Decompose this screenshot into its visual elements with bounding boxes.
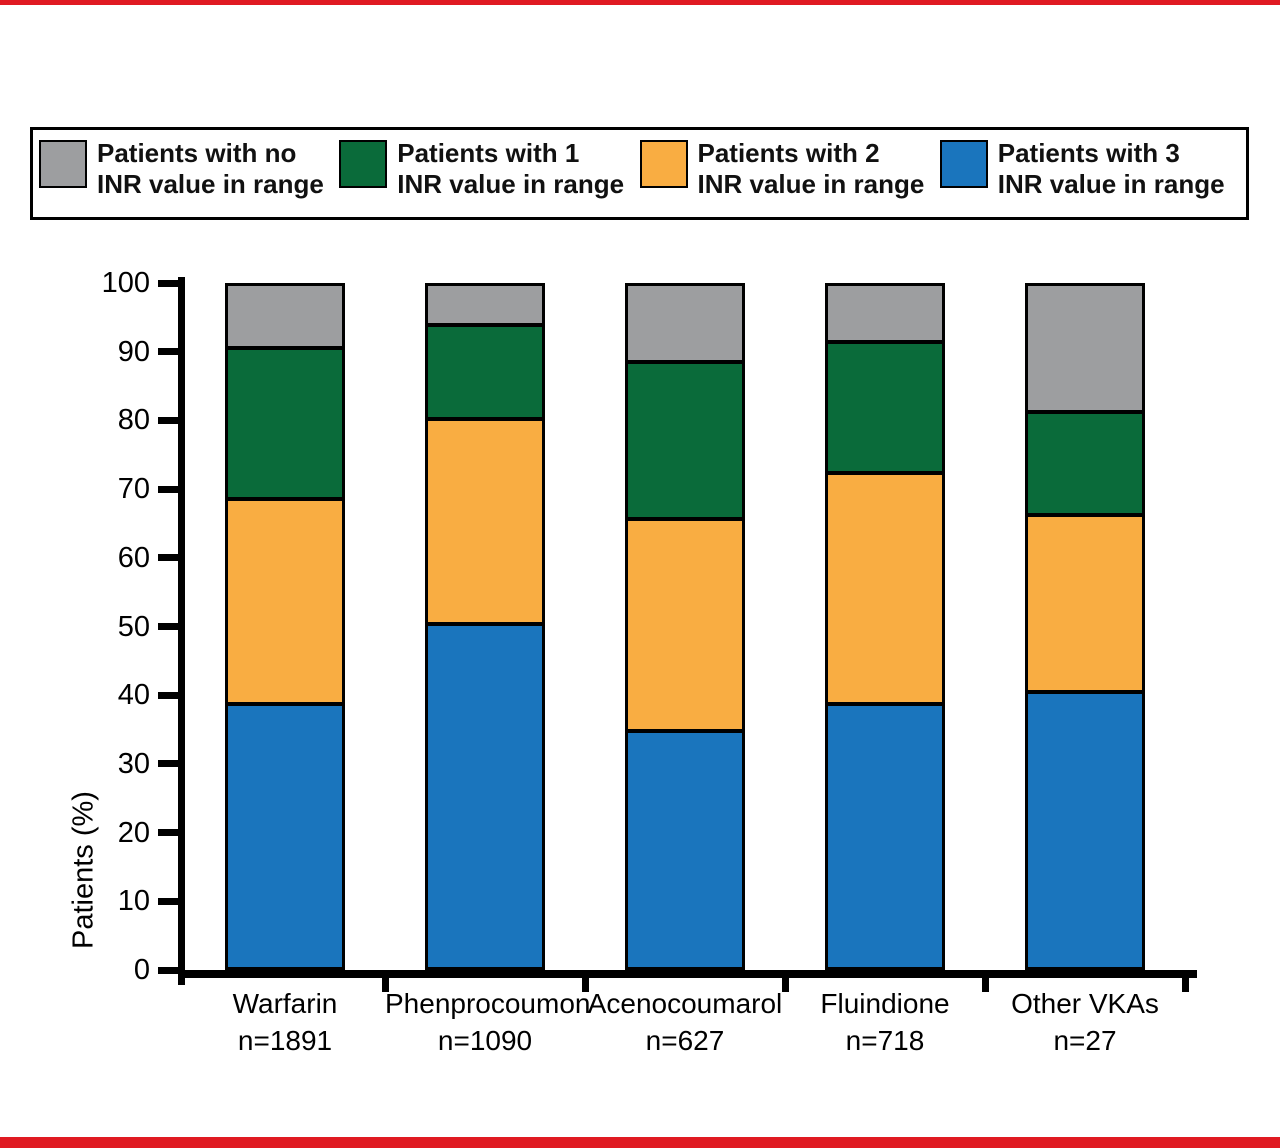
- bar-segment: [228, 286, 342, 351]
- category-name: Fluindione: [820, 988, 950, 1019]
- chart-legend: Patients with no INR value in range Patien…: [30, 127, 1249, 220]
- y-tick-label: 90: [117, 336, 150, 368]
- legend-label-line2: INR value in range: [397, 169, 625, 199]
- y-tick-label: 70: [117, 473, 150, 505]
- bar-segment: [228, 501, 342, 707]
- legend-label-one-inr: Patients with 1 INR value in range: [397, 138, 624, 200]
- bar-segment: [228, 706, 342, 967]
- y-tick-mark: [158, 486, 178, 493]
- bar-segment: [628, 363, 742, 522]
- legend-label-line2: INR value in range: [97, 169, 324, 199]
- bar-segment: [828, 286, 942, 344]
- legend-label-three-inr: Patients with 3 INR value in range: [998, 138, 1225, 200]
- category-name: Acenocoumarol: [587, 988, 783, 1019]
- bottom-accent-line: [0, 1137, 1280, 1148]
- y-tick-mark: [158, 623, 178, 630]
- y-tick-label: 30: [117, 748, 150, 780]
- x-tick-mark: [1182, 978, 1189, 992]
- y-tick-label: 0: [133, 954, 150, 986]
- category-label: Warfarin n=1891: [185, 985, 385, 1059]
- category-count: n=1891: [237, 1025, 333, 1056]
- legend-item-no-inr: Patients with no INR value in range: [39, 138, 339, 200]
- y-tick-mark: [158, 898, 178, 905]
- y-tick-label: 60: [117, 542, 150, 574]
- legend-swatch-one-inr: [339, 140, 388, 188]
- bar-segment: [628, 521, 742, 733]
- bar-fluindione: [825, 283, 945, 970]
- y-tick-label: 80: [117, 404, 150, 436]
- x-tick-mark: [582, 978, 589, 992]
- y-tick-label: 10: [117, 885, 150, 917]
- bar-segment: [428, 286, 542, 327]
- bar-segment: [428, 326, 542, 422]
- x-tick-mark: [382, 978, 389, 992]
- bar-warfarin: [225, 283, 345, 970]
- y-tick-mark: [158, 829, 178, 836]
- stacked-bar-chart: Patients (%) 0 10 20 30 40 50 60 70 80 90 100 Warfa…: [0, 220, 1280, 1100]
- category-count: n=718: [845, 1025, 925, 1056]
- bar-segment: [1028, 517, 1142, 695]
- y-tick-mark: [158, 280, 178, 287]
- bar-segment: [1028, 286, 1142, 414]
- x-tick-mark: [982, 978, 989, 992]
- x-axis-line: [178, 970, 1197, 978]
- legend-label-line2: INR value in range: [697, 169, 925, 199]
- legend-label-line1: Patients with 3: [997, 138, 1180, 168]
- category-count: n=27: [1053, 1025, 1117, 1056]
- y-tick-mark: [158, 417, 178, 424]
- bar-segment: [1028, 413, 1142, 517]
- y-tick-label: 50: [117, 611, 150, 643]
- y-tick-mark: [158, 554, 178, 561]
- y-tick-label: 40: [117, 679, 150, 711]
- legend-item-three-inr: Patients with 3 INR value in range: [939, 138, 1240, 200]
- y-tick-label: 20: [117, 817, 150, 849]
- category-count: n=1090: [437, 1025, 533, 1056]
- y-axis-title: Patients (%): [67, 791, 100, 949]
- category-name: Warfarin: [232, 988, 338, 1019]
- legend-label-line2: INR value in range: [997, 169, 1225, 199]
- category-name: Phenprocoumon: [385, 988, 591, 1019]
- legend-item-one-inr: Patients with 1 INR value in range: [339, 138, 639, 200]
- legend-label-line1: Patients with 2: [697, 138, 880, 168]
- legend-swatch-no-inr: [39, 140, 87, 188]
- bar-acenocoumarol: [625, 283, 745, 970]
- y-tick-mark: [158, 967, 178, 974]
- category-label: Fluindione n=718: [785, 985, 985, 1059]
- category-name: Other VKAs: [1011, 988, 1159, 1019]
- legend-label-two-inr: Patients with 2 INR value in range: [698, 138, 925, 200]
- bar-segment: [628, 286, 742, 364]
- bar-segment: [428, 625, 542, 967]
- bar-segment: [828, 343, 942, 475]
- legend-swatch-three-inr: [939, 140, 988, 188]
- y-tick-mark: [158, 760, 178, 767]
- bar-segment: [828, 474, 942, 707]
- bar-other-vkas: [1025, 283, 1145, 970]
- bar-phenprocoumon: [425, 283, 545, 970]
- category-label: Other VKAs n=27: [985, 985, 1185, 1059]
- bar-segment: [428, 421, 542, 626]
- bar-segment: [1028, 694, 1142, 967]
- legend-label-line1: Patients with 1: [397, 138, 580, 168]
- y-tick-mark: [158, 692, 178, 699]
- legend-item-two-inr: Patients with 2 INR value in range: [639, 138, 940, 200]
- y-tick-label: 100: [101, 267, 150, 299]
- top-accent-line: [0, 0, 1280, 5]
- y-axis-line: [178, 277, 185, 985]
- x-tick-mark: [782, 978, 789, 992]
- bar-segment: [828, 706, 942, 967]
- category-label: Phenprocoumon n=1090: [385, 985, 591, 1059]
- category-label: Acenocoumarol n=627: [585, 985, 785, 1059]
- category-count: n=627: [645, 1025, 725, 1056]
- legend-swatch-two-inr: [639, 140, 688, 188]
- legend-label-no-inr: Patients with no INR value in range: [97, 138, 324, 200]
- y-tick-mark: [158, 348, 178, 355]
- bar-segment: [628, 732, 742, 968]
- legend-label-line1: Patients with no: [97, 138, 297, 168]
- bar-segment: [228, 350, 342, 502]
